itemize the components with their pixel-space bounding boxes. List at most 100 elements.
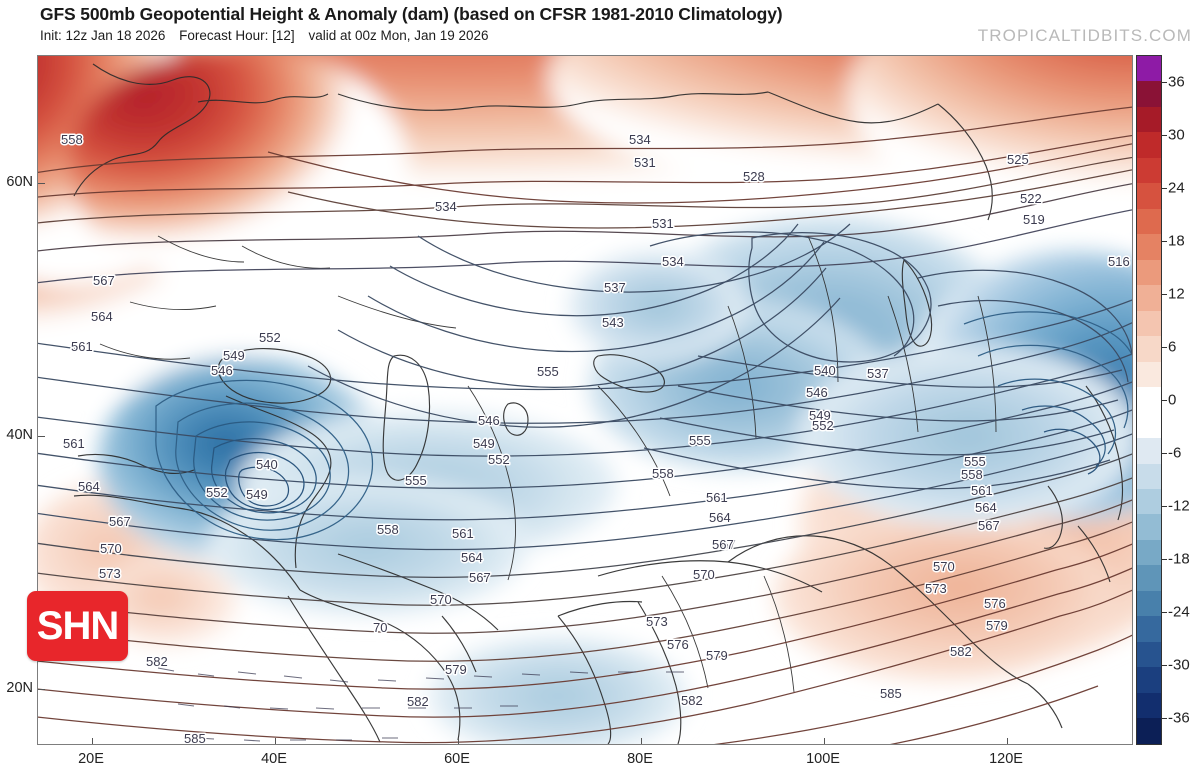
contour-label: 579: [706, 648, 728, 663]
lat-tick: [38, 183, 45, 184]
contour-label: 561: [971, 483, 993, 498]
contour-label: 555: [537, 364, 559, 379]
colorbar-tick: [1162, 293, 1167, 295]
contour-label: 534: [662, 254, 684, 269]
contour-label: 546: [806, 385, 828, 400]
colorbar-tick: [1162, 559, 1167, 561]
contour-label: 70: [373, 620, 387, 635]
contour-label: 549: [223, 348, 245, 363]
contour-label: 522: [1020, 191, 1042, 206]
forecast-hour: Forecast Hour: [12]: [179, 28, 295, 43]
shn-logo-text: SHN: [36, 603, 119, 648]
colorbar-label: 24: [1168, 179, 1185, 197]
colorbar-tick: [1162, 612, 1167, 614]
contour-label: 519: [1023, 212, 1045, 227]
colorbar-band: [1137, 310, 1161, 337]
colorbar-band: [1137, 667, 1161, 693]
colorbar-band: [1137, 259, 1161, 286]
colorbar-label: 12: [1168, 285, 1185, 303]
contour-label: 552: [206, 485, 228, 500]
contour-label: 534: [435, 199, 457, 214]
colorbar-tick: [1162, 453, 1167, 455]
contour-label: 537: [867, 366, 889, 381]
contour-label: 534: [629, 132, 651, 147]
contour-label: 564: [461, 550, 483, 565]
colorbar-band: [1137, 539, 1161, 566]
colorbar-label: -6: [1168, 444, 1182, 462]
lon-label-100e: 100E: [806, 751, 840, 767]
contour-label: 567: [714, 537, 736, 552]
lat-tick: [38, 689, 45, 690]
lat-tick: [38, 436, 45, 437]
lat-label-40n: 40N: [6, 427, 33, 443]
colorbar-tick: [1162, 346, 1167, 348]
contour-label: 567: [93, 273, 115, 288]
lon-tick: [458, 738, 459, 744]
coastlines: [73, 63, 1124, 744]
contour-label: 555: [964, 454, 986, 469]
contour-label: 579: [986, 618, 1008, 633]
contour-label: 576: [667, 637, 689, 652]
page-title: GFS 500mb Geopotential Height & Anomaly …: [40, 4, 783, 24]
contour-label: 552: [259, 330, 281, 345]
contour-label: 570: [693, 567, 715, 582]
contour-label: 585: [184, 731, 206, 744]
contour-label: 564: [709, 510, 731, 525]
colorbar-band: [1137, 641, 1161, 668]
contour-label: 516: [1108, 254, 1130, 269]
colorbar-band: [1137, 56, 1161, 82]
contour-label: 561: [63, 436, 85, 451]
lon-label-60e: 60E: [444, 751, 470, 767]
contour-label: 564: [78, 479, 100, 494]
contour-label: 546: [478, 413, 500, 428]
contour-label: 564: [975, 500, 997, 515]
site-watermark: TROPICALTIDBITS.COM: [977, 26, 1192, 45]
colorbar-band: [1137, 438, 1161, 464]
colorbar-band: [1137, 285, 1161, 311]
colorbar-band: [1137, 183, 1161, 209]
colorbar-band: [1137, 387, 1161, 413]
contour-label: 561: [706, 490, 728, 505]
lon-label-40e: 40E: [261, 751, 287, 767]
colorbar-band: [1137, 463, 1161, 489]
contour-label: 531: [652, 216, 674, 231]
contour-label: 525: [1007, 152, 1029, 167]
contour-label: 573: [646, 614, 668, 629]
map-canvas[interactable]: 558 567 564 561 561 552 549 546 540 552 549 555 558 5…: [37, 55, 1133, 745]
colorbar-tick: [1162, 187, 1167, 189]
colorbar-label: -30: [1168, 656, 1190, 674]
lat-label-20n: 20N: [6, 680, 33, 696]
colorbar-label: 0: [1168, 391, 1177, 409]
lat-label-60n: 60N: [6, 174, 33, 190]
contour-label: 582: [950, 644, 972, 659]
contour-label: 567: [109, 514, 131, 529]
colorbar-label: -18: [1168, 550, 1190, 568]
colorbar-tick: [1162, 400, 1167, 401]
contour-label: 570: [933, 559, 955, 574]
contour-label: 564: [91, 309, 113, 324]
colorbar-band: [1137, 106, 1161, 133]
colorbar-band: [1137, 336, 1161, 362]
colorbar-label: 36: [1168, 73, 1185, 91]
contour-label: 531: [634, 155, 656, 170]
contour-label: 573: [99, 566, 121, 581]
colorbar-band: [1137, 361, 1161, 388]
colorbar-band: [1137, 157, 1161, 184]
contour-label: 549: [809, 408, 831, 423]
colorbar-tick: [1162, 81, 1167, 83]
contour-label: 567: [469, 570, 491, 585]
contour-label: 537: [604, 280, 626, 295]
lon-tick: [92, 738, 93, 744]
lon-tick: [641, 738, 642, 744]
contour-label: 528: [743, 169, 765, 184]
colorbar-band: [1137, 488, 1161, 515]
shn-logo: SHN: [27, 591, 128, 661]
contour-label: 558: [652, 466, 674, 481]
colorbar-label: -24: [1168, 603, 1190, 621]
contour-label: 567: [712, 537, 734, 552]
colorbar-band: [1137, 514, 1161, 540]
valid-time: valid at 00z Mon, Jan 19 2026: [308, 28, 489, 43]
